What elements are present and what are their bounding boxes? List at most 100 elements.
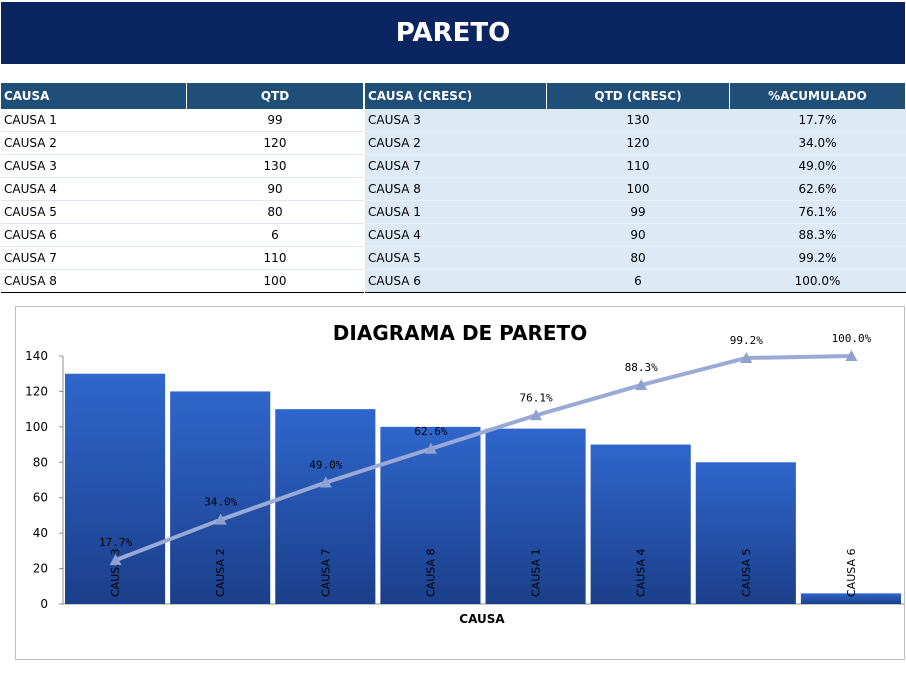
cumulative-line (109, 350, 858, 566)
table-cell: CAUSA 7 (1, 246, 187, 270)
table-cell: 17.7% (729, 109, 906, 132)
table-cell: 99 (186, 109, 364, 132)
table-cell: 100 (546, 177, 730, 201)
col-header-qtd-cresc: QTD (CRESC) (546, 83, 730, 109)
table-row: CAUSA 3 130 (1, 154, 364, 178)
bar (275, 409, 376, 604)
cumulative-label: 62.6% (414, 425, 447, 438)
table-cell: 88.3% (729, 223, 906, 247)
cumulative-marker (530, 409, 543, 421)
category-label: CAUSA 5 (740, 549, 753, 597)
cumulative-label: 88.3% (625, 361, 658, 374)
table-cell: CAUSA 5 (1, 200, 187, 224)
cumulative-marker (635, 379, 648, 391)
table-cell: CAUSA 5 (365, 246, 547, 270)
table-row: CAUSA 7 110 (1, 246, 364, 270)
table-cell: 90 (186, 177, 364, 201)
bar (800, 593, 901, 604)
table-cell: CAUSA 3 (365, 109, 547, 132)
table-cell: 110 (186, 246, 364, 270)
table-cell: 90 (546, 223, 730, 247)
chart-title: DIAGRAMA DE PARETO (333, 321, 587, 345)
table-cell: 6 (186, 223, 364, 247)
table-cell: CAUSA 6 (365, 269, 547, 293)
table-cell: CAUSA 4 (365, 223, 547, 247)
bar (485, 428, 586, 604)
y-tick-label: 120 (25, 384, 48, 398)
bar (590, 444, 691, 604)
table-row: CAUSA 7 110 49.0% (365, 154, 906, 178)
table-cell: 110 (546, 154, 730, 178)
table-row: CAUSA 2 120 34.0% (365, 131, 906, 155)
table-cell: 6 (546, 269, 730, 293)
y-tick-label: 60 (33, 491, 48, 505)
table-cell: 120 (186, 131, 364, 155)
source-table: CAUSA QTD CAUSA 1 99 CAUSA 2 120 CAUSA 3 130 C… (1, 83, 364, 293)
y-tick-label: 80 (33, 455, 48, 469)
table-cell: CAUSA 6 (1, 223, 187, 247)
pareto-chart: DIAGRAMA DE PARETO 0 20 40 60 80 100 120 140 CA… (15, 306, 905, 660)
table-row: CAUSA 2 120 (1, 131, 364, 155)
bar (170, 391, 271, 604)
table-row: CAUSA 1 99 76.1% (365, 200, 906, 224)
table-row: CAUSA 3 130 17.7% (365, 109, 906, 132)
bar (380, 426, 481, 604)
chart-canvas: DIAGRAMA DE PARETO 0 20 40 60 80 100 120 140 CA… (25, 321, 904, 626)
category-label: CAUSA 1 (530, 549, 543, 597)
table-row: CAUSA 1 99 (1, 109, 364, 132)
cumulative-line-path (113, 354, 854, 563)
cumulative-marker (845, 350, 858, 361)
table-cell: 49.0% (729, 154, 906, 178)
cumulative-marker (109, 554, 122, 566)
category-label: CAUSA 8 (424, 549, 437, 597)
table-row: CAUSA 8 100 (1, 269, 364, 293)
table-cell: CAUSA 1 (365, 200, 547, 224)
cumulative-labels: 17.7% 34.0% 49.0% 62.6% 76.1% 88.3% 99.2% 100.0… (99, 332, 872, 549)
table-row: CAUSA 8 100 62.6% (365, 177, 906, 201)
table-cell: 99 (546, 200, 730, 224)
table-row: CAUSA 6 6 100.0% (365, 269, 906, 293)
cumulative-label: 49.0% (309, 458, 342, 471)
table-cell: CAUSA 2 (365, 131, 547, 155)
category-label: CAUSA 2 (214, 549, 227, 597)
table-cell: 80 (546, 246, 730, 270)
sorted-table: CAUSA (CRESC) QTD (CRESC) %ACUMULADO CAU… (365, 83, 906, 293)
cumulative-marker (214, 513, 227, 525)
table-row: CAUSA 4 90 88.3% (365, 223, 906, 247)
cumulative-label: 17.7% (99, 536, 132, 549)
table-cell: CAUSA 8 (1, 269, 187, 293)
y-tick-label: 20 (33, 562, 48, 576)
table-cell: 100.0% (729, 269, 906, 293)
table-cell: 76.1% (729, 200, 906, 224)
table-row: CAUSA 4 90 (1, 177, 364, 201)
col-header-causa: CAUSA (1, 83, 187, 109)
x-axis-title: CAUSA (459, 612, 505, 626)
col-header-causa-cresc: CAUSA (CRESC) (365, 83, 547, 109)
table-cell: 130 (546, 109, 730, 132)
table-row: CAUSA 5 80 (1, 200, 364, 224)
table-cell: 80 (186, 200, 364, 224)
table-cell: CAUSA 1 (1, 109, 187, 132)
y-tick-label: 140 (25, 349, 48, 363)
category-label: CAUSA 6 (845, 549, 858, 597)
bar (65, 373, 166, 604)
table-cell: 120 (546, 131, 730, 155)
table-cell: 34.0% (729, 131, 906, 155)
category-label: CAUSA 4 (635, 549, 648, 597)
bar (695, 462, 796, 604)
table-cell: CAUSA 7 (365, 154, 547, 178)
table-cell: 62.6% (729, 177, 906, 201)
cumulative-marker (319, 476, 332, 488)
cumulative-label: 100.0% (832, 332, 872, 345)
table-row: CAUSA 5 80 99.2% (365, 246, 906, 270)
table-cell: CAUSA 2 (1, 131, 187, 155)
bars (65, 373, 901, 604)
y-tick-label: 0 (40, 597, 48, 611)
page-title: PARETO (395, 18, 511, 48)
table-cell: CAUSA 3 (1, 154, 187, 178)
table-cell: CAUSA 4 (1, 177, 187, 201)
table-cell: 100 (186, 269, 364, 293)
table-cell: CAUSA 8 (365, 177, 547, 201)
cumulative-label: 99.2% (730, 334, 763, 347)
col-header-qtd: QTD (186, 83, 364, 109)
